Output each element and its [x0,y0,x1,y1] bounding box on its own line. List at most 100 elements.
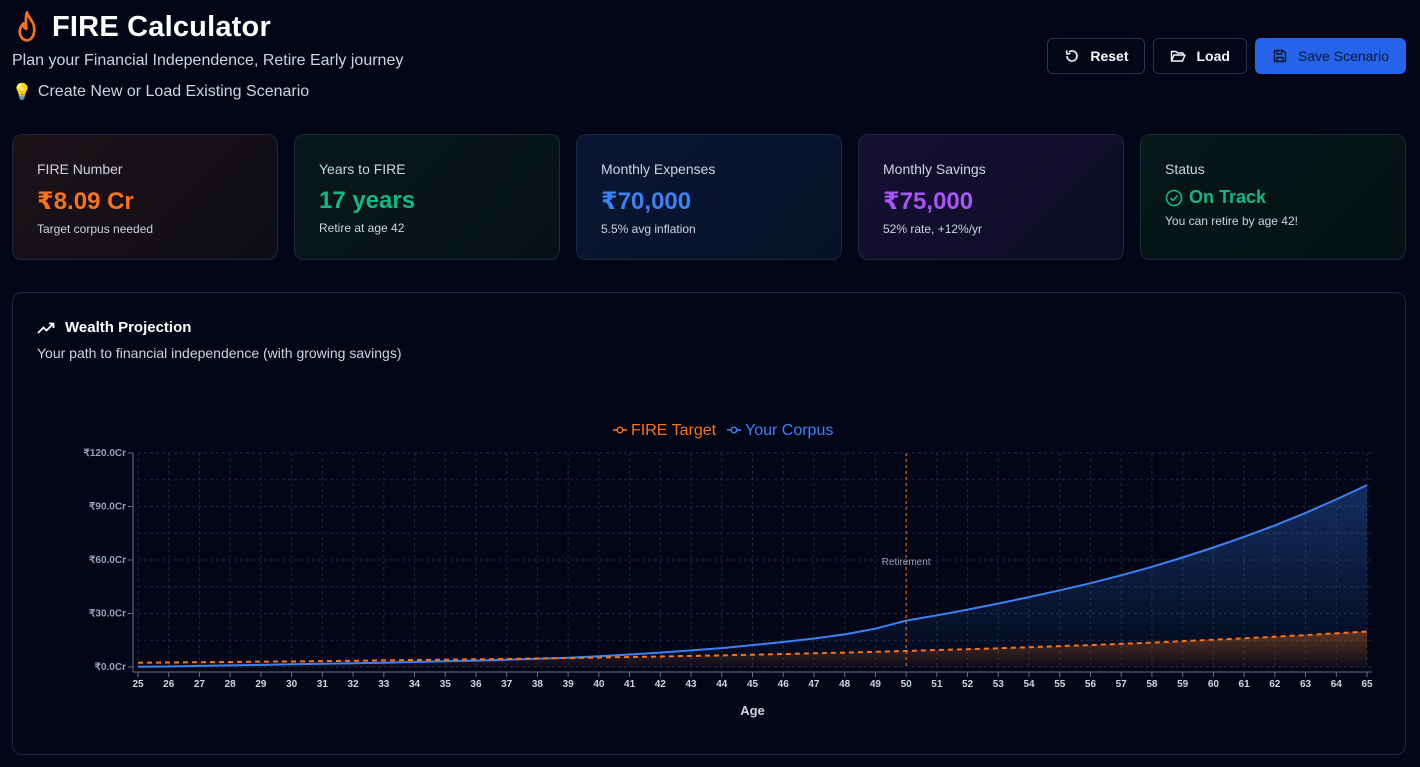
x-tick-label: 36 [470,679,482,690]
panel-title: Wealth Projection [37,319,191,336]
legend-swatch-dot [616,426,624,434]
x-tick-label: 27 [194,679,206,690]
x-tick-label: 60 [1208,679,1220,690]
check-circle-icon [1165,189,1183,206]
fire-target-line [137,630,1368,664]
x-tick-label: 61 [1239,679,1251,690]
x-tick-label: 29 [255,679,267,690]
chart-legend[interactable]: FIRE Target Your Corpus [613,422,833,439]
x-tick-label: 32 [348,679,360,690]
status-card: Status On Track You can retire by age 42… [1140,134,1406,260]
x-tick-label: 51 [931,679,943,690]
save-scenario-label: Save Scenario [1297,48,1389,64]
flame-icon [18,11,36,42]
y-tick-label: ₹90.0Cr [89,502,126,513]
x-tick-label: 53 [993,679,1005,690]
page-header: FIRE Calculator Plan your Financial Inde… [12,10,403,102]
monthly-savings-card: Monthly Savings ₹75,000 52% rate, +12%/y… [858,134,1124,260]
card-label: Monthly Expenses [601,161,716,177]
card-note: Target corpus needed [37,222,154,236]
status-text: On Track [1189,187,1267,207]
x-tick-label: 40 [593,679,605,690]
x-tick-label: 34 [409,679,421,690]
card-label: Monthly Savings [883,161,986,177]
x-tick-label: 30 [286,679,298,690]
x-tick-label: 58 [1146,679,1158,690]
save-icon [1273,49,1287,63]
x-tick-label: 31 [317,679,329,690]
reset-button[interactable]: Reset [1047,38,1146,74]
x-tick-label: 37 [501,679,513,690]
x-tick-label: 62 [1269,679,1281,690]
x-tick-label: 43 [685,679,697,690]
card-label: Years to FIRE [319,161,406,177]
wealth-projection-panel: Wealth Projection Your path to financial… [12,292,1406,755]
legend-swatch-dot [730,426,738,434]
corpus-area [138,485,1367,667]
x-tick-label: 49 [870,679,882,690]
years-to-fire-card: Years to FIRE 17 years Retire at age 42 [294,134,560,260]
monthly-savings-value: ₹75,000 [883,188,974,215]
card-note: Retire at age 42 [319,221,405,235]
years-to-fire-value: 17 years [319,187,416,214]
card-label: FIRE Number [37,161,123,177]
card-note: You can retire by age 42! [1165,214,1298,228]
retirement-marker-label: Retirement [882,557,931,568]
reset-label: Reset [1090,48,1129,64]
scenario-hint-text: Create New or Load Existing Scenario [37,83,310,100]
chart-areas [138,485,1367,667]
x-axis-label: Age [740,703,765,718]
x-tick-label: 45 [747,679,759,690]
trending-up-icon [37,322,55,334]
fire-number-card: FIRE Number ₹8.09 Cr Target corpus neede… [12,134,278,260]
status-value: On Track [1165,187,1381,208]
x-tick-label: 33 [378,679,390,690]
x-tick-label: 28 [225,679,237,690]
legend-label: FIRE Target [631,422,717,439]
legend-label: Your Corpus [745,422,833,439]
lightbulb-icon: 💡 [12,84,32,101]
wealth-projection-chart[interactable]: Retirement ₹0.0Cr ₹30.0Cr ₹60.0Cr ₹90.0Cr ₹1… [13,293,1405,756]
card-note: 5.5% avg inflation [601,222,696,236]
monthly-expenses-card: Monthly Expenses ₹70,000 5.5% avg inflat… [576,134,842,260]
x-tick-label: 48 [839,679,851,690]
fire-number-value: ₹8.09 Cr [37,188,134,215]
x-tick-label: 52 [962,679,974,690]
x-tick-label: 39 [563,679,575,690]
y-tick-label: ₹60.0Cr [89,555,126,566]
monthly-expenses-value: ₹70,000 [601,188,692,215]
x-tick-label: 47 [808,679,820,690]
panel-title-text: Wealth Projection [65,319,192,336]
x-tick-label: 57 [1116,679,1128,690]
fire-target-area [138,631,1367,667]
panel-subtitle: Your path to financial independence (wit… [37,345,402,361]
x-tick-label: 26 [163,679,175,690]
x-tick-label: 50 [901,679,913,690]
load-label: Load [1196,48,1230,64]
x-tick-label: 46 [778,679,790,690]
y-tick-label: ₹30.0Cr [89,609,126,620]
folder-open-icon [1171,50,1187,62]
x-tick-label: 42 [655,679,667,690]
card-note: 52% rate, +12%/yr [883,222,983,236]
x-tick-label: 41 [624,679,636,690]
x-tick-label: 56 [1085,679,1097,690]
scenario-hint[interactable]: 💡 Create New or Load Existing Scenario [12,82,403,102]
y-tick-label: ₹0.0Cr [95,662,126,673]
x-tick-label: 44 [716,679,728,690]
x-tick-label: 38 [532,679,544,690]
load-button[interactable]: Load [1153,38,1247,74]
x-tick-label: 54 [1023,679,1035,690]
save-scenario-button[interactable]: Save Scenario [1254,38,1406,74]
x-tick-label: 63 [1300,679,1312,690]
toolbar: Reset Load Save Scenario [1047,38,1406,74]
corpus-line [137,484,1368,668]
x-tick-label: 59 [1177,679,1189,690]
chart-axes: ₹0.0Cr ₹30.0Cr ₹60.0Cr ₹90.0Cr ₹120.0Cr 25 26 2… [84,448,1373,718]
x-tick-label: 64 [1331,679,1343,690]
y-tick-label: ₹120.0Cr [84,448,127,459]
app-subtitle: Plan your Financial Independence, Retire… [12,52,404,69]
reset-icon [1066,50,1079,62]
x-tick-label: 65 [1361,679,1373,690]
x-tick-label: 25 [132,679,144,690]
